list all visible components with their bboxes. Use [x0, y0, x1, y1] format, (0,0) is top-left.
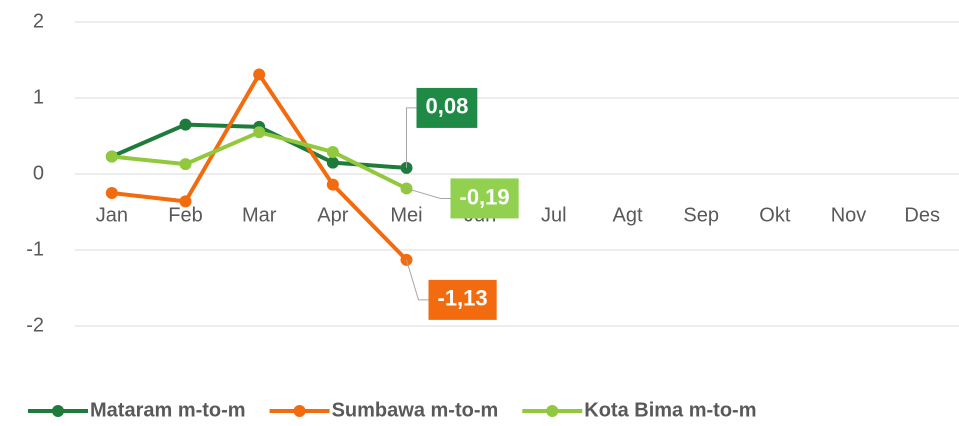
value-label: -0,19: [460, 184, 510, 209]
callout-line: [406, 187, 451, 199]
callout-line: [406, 107, 417, 168]
x-tick-label: Apr: [317, 204, 348, 226]
legend-label: Sumbawa m-to-m: [332, 399, 499, 421]
series-marker: [326, 178, 339, 191]
series-marker: [253, 126, 266, 139]
series-marker: [326, 145, 339, 158]
value-label: 0,08: [426, 94, 469, 119]
x-tick-label: Jul: [541, 204, 567, 226]
y-tick-label: -1: [26, 238, 44, 260]
value-label-box: [428, 279, 497, 320]
x-tick-label: Sep: [683, 204, 719, 226]
x-tick-label: Jan: [96, 204, 128, 226]
x-tick-label: Okt: [759, 204, 791, 226]
series-marker: [179, 118, 192, 131]
x-tick-label: Mei: [390, 204, 422, 226]
y-tick-label: -2: [26, 314, 44, 336]
y-tick-label: 2: [33, 10, 44, 32]
series-marker: [179, 158, 192, 171]
legend-marker: [52, 405, 64, 417]
value-label-box: [450, 178, 519, 219]
x-tick-label: Feb: [168, 204, 202, 226]
legend-label: Kota Bima m-to-m: [584, 399, 756, 421]
series-marker: [105, 150, 118, 163]
legend-label: Mataram m-to-m: [90, 399, 246, 421]
series-line: [111, 130, 408, 191]
legend-marker: [546, 405, 559, 417]
x-tick-label: Des: [904, 204, 940, 226]
x-tick-label: Agt: [612, 204, 642, 226]
series-marker: [326, 156, 339, 169]
x-tick-label: Mar: [242, 204, 277, 226]
value-label-box: [416, 87, 478, 128]
x-tick-label: Nov: [831, 204, 867, 226]
callout-line: [406, 259, 429, 301]
series-marker: [179, 195, 192, 208]
series-marker: [253, 68, 266, 81]
legend-marker: [293, 405, 306, 417]
value-label: -1,13: [438, 286, 488, 311]
series-marker: [105, 187, 118, 199]
y-tick-label: 1: [33, 86, 44, 108]
y-tick-label: 0: [33, 162, 44, 184]
